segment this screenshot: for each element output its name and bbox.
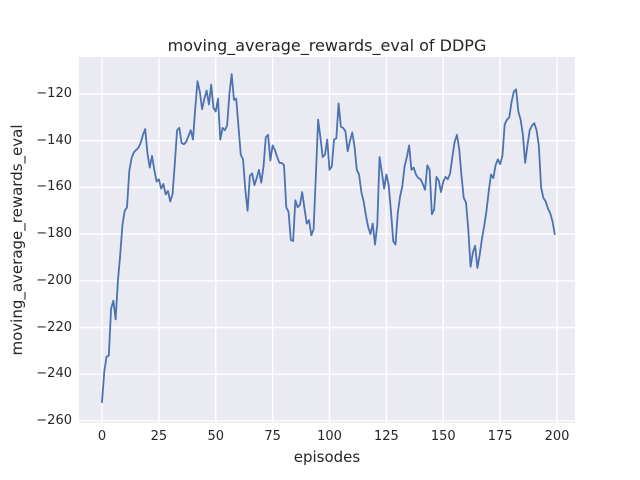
y-tick-label: −240	[36, 366, 72, 382]
y-tick-label: −260	[36, 412, 72, 428]
x-tick-label: 150	[430, 429, 456, 444]
y-tick-label: −160	[36, 179, 72, 195]
x-axis-label: episodes	[293, 448, 361, 466]
x-tick-label: 50	[207, 429, 224, 444]
y-tick-label: −180	[36, 226, 72, 242]
ddpg-series-line	[101, 73, 556, 404]
x-tick-label: 125	[373, 429, 399, 444]
x-tick-label: 75	[264, 429, 281, 444]
plot-background	[79, 57, 575, 423]
line-chart	[79, 57, 575, 423]
chart-title: moving_average_rewards_eval of DDPG	[167, 36, 487, 55]
x-tick-label: 25	[150, 429, 168, 444]
y-tick-label: −120	[36, 86, 72, 101]
y-tick-label: −220	[36, 319, 72, 335]
x-tick-label: 100	[317, 429, 342, 444]
x-tick-label: 0	[97, 429, 107, 444]
y-axis-label: moving_average_rewards_eval	[8, 124, 26, 356]
y-tick-label: −200	[36, 272, 72, 288]
x-tick-label: 200	[544, 429, 570, 444]
x-tick-label: 175	[487, 429, 513, 444]
y-tick-label: −140	[36, 132, 72, 148]
plot-area	[79, 57, 575, 423]
